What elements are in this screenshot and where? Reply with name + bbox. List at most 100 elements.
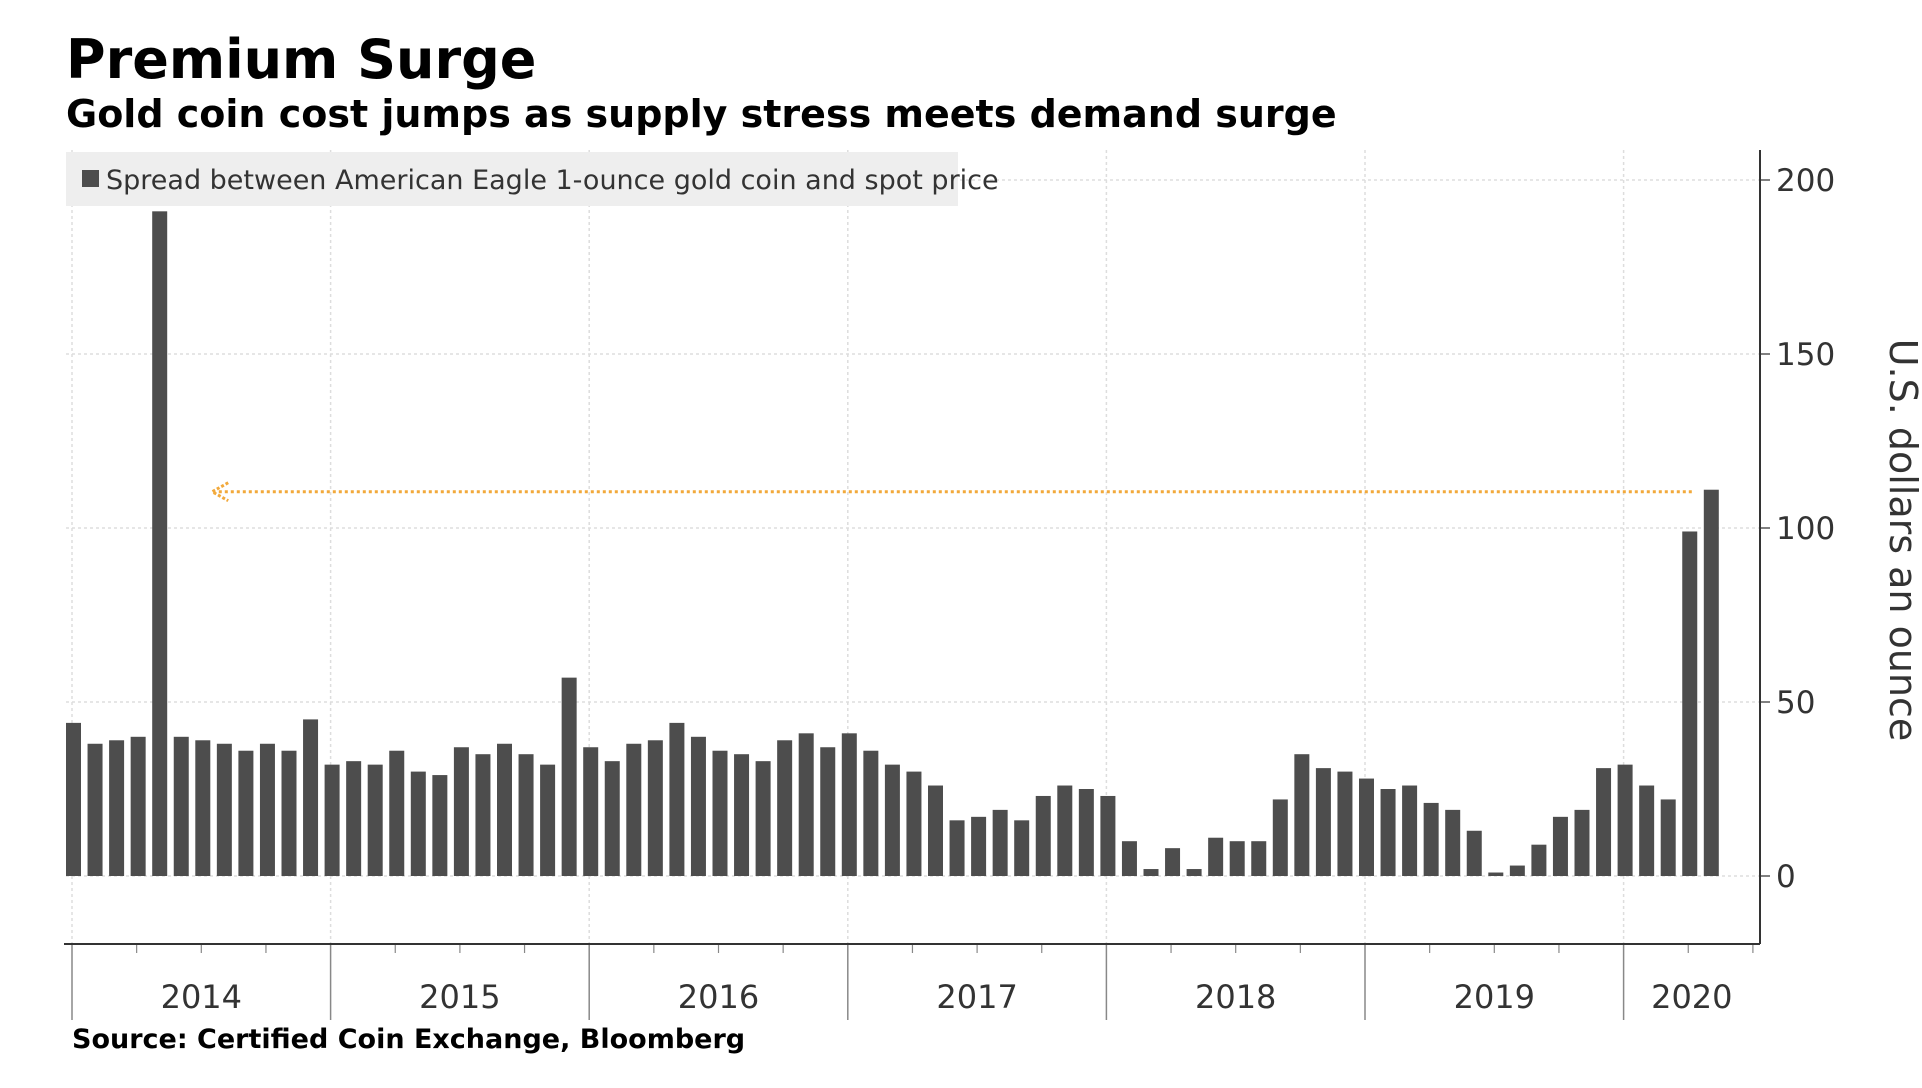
y-tick-label: 0 [1776,859,1796,895]
bar [777,740,793,876]
bar [1703,489,1719,876]
bar [1229,841,1245,876]
bar [928,785,943,876]
bar [87,743,103,876]
bar [66,722,81,876]
bar [238,750,254,876]
bar [1380,789,1396,876]
bar [1359,778,1374,876]
bar [1057,785,1073,876]
bar [109,740,125,876]
bar [518,754,534,876]
y-tick-label: 150 [1776,337,1835,373]
y-tick-label: 100 [1776,511,1835,547]
bar [1531,844,1547,876]
x-tick-label: 2017 [936,978,1017,1016]
bar [712,750,728,876]
bar [453,747,469,876]
bar [971,816,987,876]
bar [475,754,491,876]
bar [1078,789,1094,876]
y-tick-label: 50 [1776,685,1815,721]
y-axis-label: U.S. dollars an ounce [1881,339,1922,742]
bar [1208,837,1224,876]
bars [66,211,1719,876]
legend: Spread between American Eagle 1-ounce go… [66,152,999,206]
bar [540,764,556,876]
bar [841,733,857,876]
bar [1014,820,1030,876]
bar [346,761,362,876]
y-tick-label: 200 [1776,163,1835,199]
bar [1143,869,1159,876]
chart-title: Premium Surge [66,28,537,91]
bar [1100,795,1116,876]
bar [389,750,405,876]
source-note: Source: Certified Coin Exchange, Bloombe… [72,1024,746,1055]
bar [992,809,1008,876]
bar [647,740,663,876]
axes: 0 50 100 150 200 2014 2015 2016 2017 2018 2019 2020 [64,150,1835,1020]
bar [820,747,836,876]
bar [669,722,685,876]
bar [1251,841,1267,876]
bar [1121,841,1137,876]
bar [1660,799,1676,876]
bar [1682,531,1698,876]
bar [949,820,965,876]
bar [755,761,771,876]
bar [1552,816,1568,876]
bar [216,743,232,876]
chart-subtitle: Gold coin cost jumps as supply stress me… [66,92,1337,136]
x-tick-label: 2018 [1195,978,1276,1016]
bar [367,764,383,876]
bar [130,736,146,876]
annotations [209,481,1692,503]
bar [1165,848,1181,876]
bar [195,740,211,876]
bar [173,736,189,876]
legend-label: Spread between American Eagle 1-ounce go… [106,165,999,196]
bar [303,719,319,876]
annotation-arrow-head [209,481,229,503]
bar [1574,809,1590,876]
bar [626,743,642,876]
bar [863,750,879,876]
legend-swatch [82,170,99,187]
bar [281,750,297,876]
x-tick-label: 2019 [1454,978,1535,1016]
bar [497,743,512,876]
bar [561,677,577,876]
bar [1509,865,1525,876]
bar [734,754,750,876]
bar [604,761,620,876]
bar [410,771,426,876]
bar [432,775,448,876]
bar [1337,771,1353,876]
bar [152,211,168,876]
x-tick-label: 2015 [419,978,500,1016]
bar [1445,809,1461,876]
bar [1186,869,1202,876]
legend-background [66,152,958,206]
bar [324,764,340,876]
bar [906,771,922,876]
bar [1466,830,1482,876]
bar [1035,795,1051,876]
bar [1617,764,1633,876]
bar [1639,785,1655,876]
x-tick-label: 2014 [161,978,242,1016]
bar [1488,872,1504,876]
bar [1596,768,1612,876]
bar [259,743,275,876]
x-tick-label: 2020 [1651,978,1732,1016]
bar [1294,754,1310,876]
bar [798,733,814,876]
bar [884,764,900,876]
bar [1423,802,1439,876]
bar [1272,799,1288,876]
bar [690,736,706,876]
x-tick-label: 2016 [678,978,759,1016]
bar [583,747,599,876]
